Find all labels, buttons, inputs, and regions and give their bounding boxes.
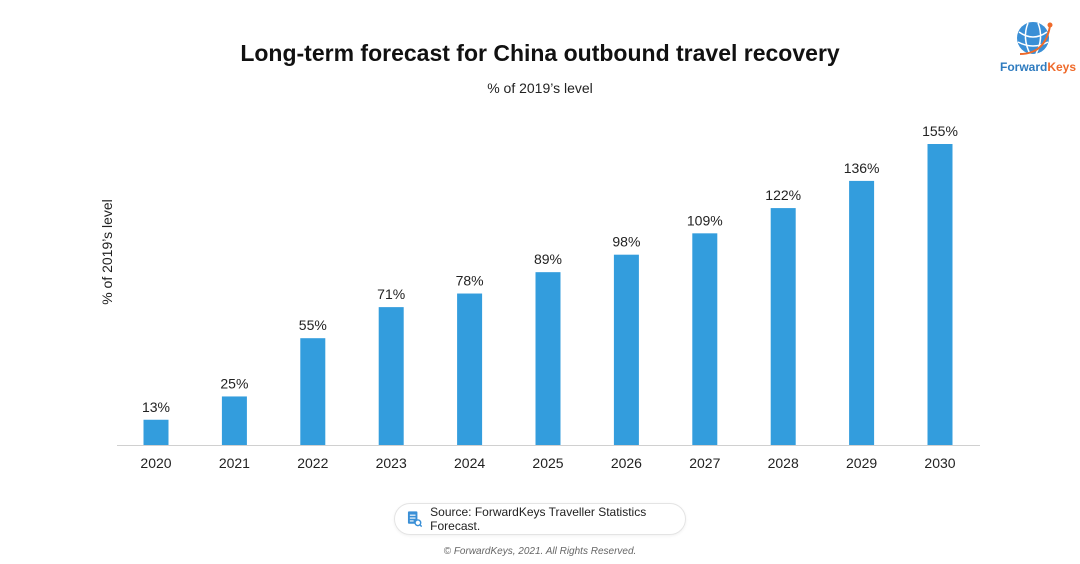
bar-2023 [378, 307, 404, 445]
chart-title: Long-term forecast for China outbound tr… [240, 40, 840, 66]
data-label-2020: 13% [142, 399, 170, 415]
data-label-2026: 98% [612, 234, 640, 250]
x-tick-label-2030: 2030 [924, 455, 955, 471]
bar-chart: % of 2019’s level 13% 2020 25% 2021 55% 2022 71… [99, 123, 980, 471]
bar-2029 [849, 180, 875, 445]
chart-subtitle: % of 2019’s level [487, 80, 593, 96]
x-tick-label-2023: 2023 [376, 455, 407, 471]
bar-2024 [457, 293, 483, 445]
bar-2026 [613, 254, 639, 445]
data-label-2025: 89% [534, 251, 562, 267]
data-label-2024: 78% [456, 273, 484, 289]
x-tick-label-2022: 2022 [297, 455, 328, 471]
forwardkeys-logo-text: ForwardKeys [1000, 60, 1077, 74]
bar-2020 [143, 419, 169, 445]
bar-2030 [927, 144, 953, 445]
data-label-2028: 122% [765, 187, 801, 203]
data-label-2021: 25% [220, 375, 248, 391]
source-pill: Source: ForwardKeys Traveller Statistics… [394, 503, 686, 535]
x-tick-label-2025: 2025 [532, 455, 563, 471]
data-label-2022: 55% [299, 317, 327, 333]
copyright: © ForwardKeys, 2021. All Rights Reserved… [443, 546, 637, 557]
x-tick-label-2024: 2024 [454, 455, 485, 471]
x-tick-label-2020: 2020 [140, 455, 171, 471]
document-search-icon [407, 511, 423, 528]
bar-2022 [300, 338, 326, 445]
bar-2021 [221, 396, 247, 445]
data-label-2027: 109% [687, 212, 723, 228]
x-tick-label-2026: 2026 [611, 455, 642, 471]
data-label-2023: 71% [377, 286, 405, 302]
bar-2025 [535, 272, 561, 445]
x-tick-label-2028: 2028 [768, 455, 799, 471]
data-label-2029: 136% [844, 160, 880, 176]
y-axis-label: % of 2019’s level [99, 199, 115, 305]
x-tick-label-2021: 2021 [219, 455, 250, 471]
x-tick-label-2029: 2029 [846, 455, 877, 471]
bar-2027 [692, 233, 718, 445]
x-tick-label-2027: 2027 [689, 455, 720, 471]
source-text: Source: ForwardKeys Traveller Statistics… [430, 505, 647, 533]
bar-2028 [770, 208, 796, 445]
data-label-2030: 155% [922, 123, 958, 139]
forwardkeys-globe-icon [1017, 22, 1053, 55]
